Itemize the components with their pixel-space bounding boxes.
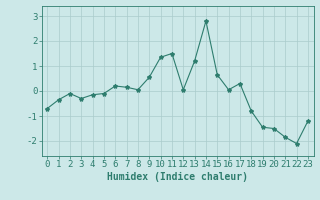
X-axis label: Humidex (Indice chaleur): Humidex (Indice chaleur) <box>107 172 248 182</box>
